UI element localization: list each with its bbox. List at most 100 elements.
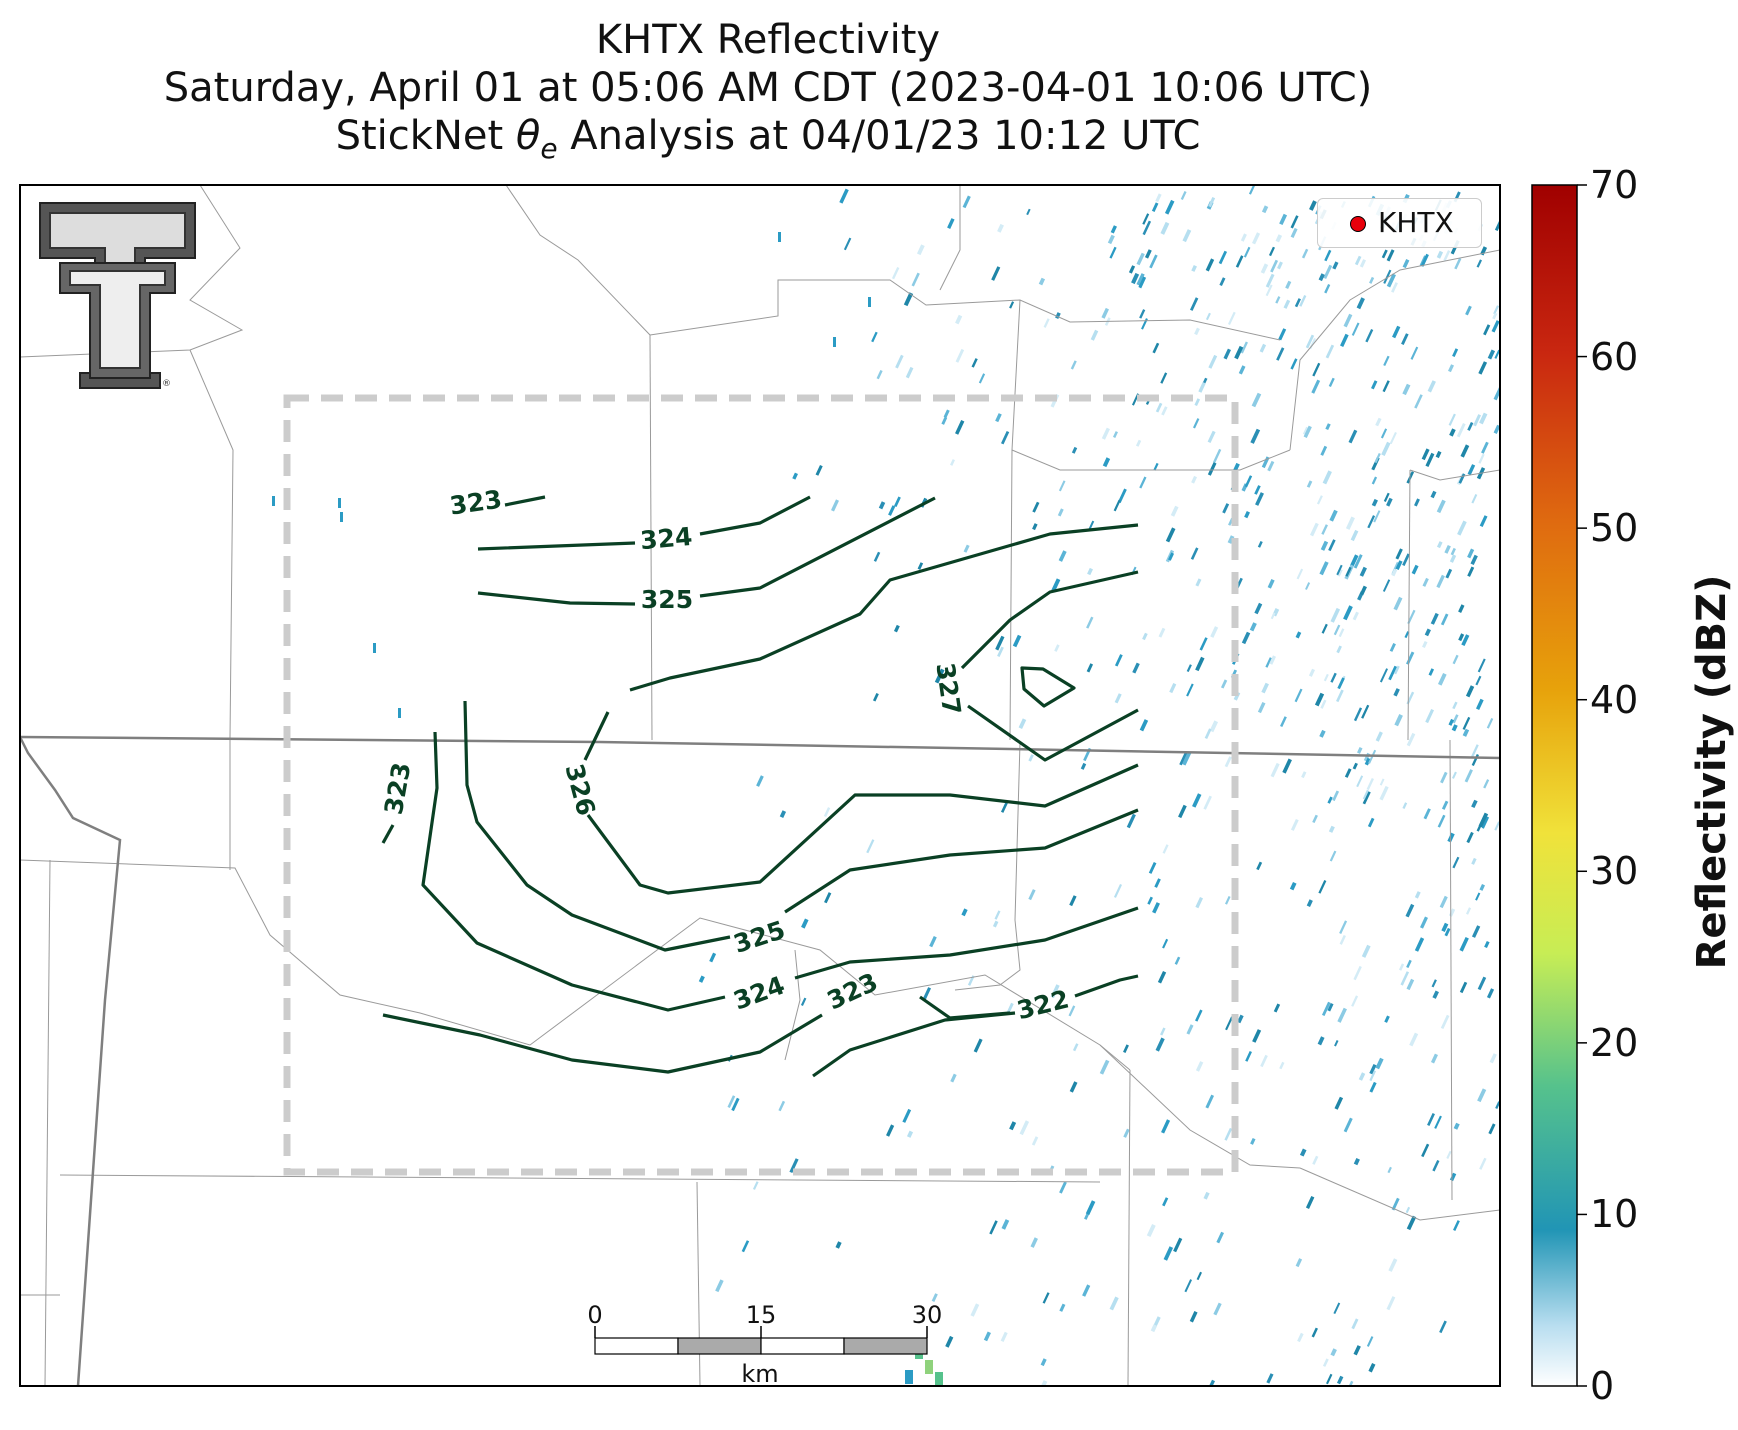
radar-echo (1479, 1157, 1487, 1170)
radar-echo (1325, 423, 1331, 431)
radar-echo (1467, 548, 1475, 559)
radar-echo (967, 975, 975, 986)
radar-echo (1203, 1191, 1210, 1200)
radar-echo (1459, 981, 1468, 994)
radar-echo (1071, 446, 1078, 454)
radar-echo (1427, 1113, 1435, 1126)
radar-echo (1195, 897, 1203, 909)
radar-echo (1401, 333, 1409, 346)
radar-echo (1261, 205, 1269, 214)
radar-echo (715, 1279, 724, 1293)
radar-echo (1386, 497, 1393, 507)
registered-mark: ® (162, 379, 171, 389)
radar-echo (1353, 554, 1363, 569)
radar-echo (1250, 428, 1261, 444)
radar-echo (1338, 628, 1345, 638)
radar-echo (1353, 1345, 1361, 1356)
radar-echo (1381, 441, 1391, 457)
contour-label: 322 (1014, 984, 1072, 1025)
radar-echo (1441, 800, 1449, 810)
radar-echo (1321, 623, 1328, 634)
radar-echo (1059, 1181, 1067, 1194)
radar-echo (1205, 258, 1215, 272)
county-line (1299, 1167, 1500, 1221)
radar-echo (1043, 318, 1050, 328)
radar-echo (1042, 1292, 1050, 1304)
radar-echo (1402, 553, 1410, 567)
radar-echo (1352, 762, 1358, 770)
radar-echo (1012, 634, 1022, 648)
radar-echo (906, 1130, 914, 1138)
radar-echo (1420, 253, 1429, 267)
radar-echo (1393, 688, 1400, 697)
radar-echo (1436, 541, 1443, 549)
radar-echo (1314, 692, 1325, 707)
radar-echo (1128, 265, 1136, 274)
radar-echo (1278, 328, 1287, 341)
radar-echo (1238, 365, 1246, 375)
radar-echo (1205, 1094, 1215, 1109)
radar-echo (340, 512, 343, 522)
radar-echo (1379, 778, 1385, 786)
radar-echo (1353, 707, 1363, 722)
radar-echo (1192, 793, 1202, 808)
radar-echoes (272, 185, 1500, 1386)
radar-echo (1452, 714, 1459, 724)
radar-echo (1107, 234, 1115, 245)
contour-line-327-ring (1020, 666, 1076, 708)
colorbar-tick-label: 70 (1590, 163, 1639, 207)
radar-echo (1411, 564, 1419, 575)
radar-echo (1308, 668, 1316, 677)
radar-echo (1461, 634, 1470, 647)
colorbar-gradient (1531, 184, 1578, 1387)
radar-echo (1241, 631, 1251, 645)
radar-echo (1208, 354, 1218, 369)
radar-echo (929, 936, 937, 948)
radar-echo (1440, 1014, 1450, 1030)
radar-echo (1421, 1143, 1430, 1158)
radar-echo (1369, 1081, 1377, 1093)
contour-line-326 (583, 523, 1139, 895)
radar-echo (1478, 812, 1489, 828)
radar-echo (1279, 213, 1288, 226)
radar-echo (1163, 1246, 1174, 1261)
radar-echo (1218, 250, 1228, 265)
radar-echo (894, 496, 901, 507)
radar-echo (1234, 345, 1244, 360)
radar-echo (1080, 762, 1087, 770)
radar-echo (1465, 907, 1472, 915)
radar-echo (1152, 342, 1160, 354)
radar-echo (916, 244, 925, 256)
contour-label: 323 (448, 485, 504, 521)
radar-echo (1032, 523, 1038, 531)
contour-line-323-west (381, 824, 395, 844)
radar-echo (1392, 325, 1401, 339)
radar-echo (1195, 656, 1205, 672)
radar-echo (1321, 1001, 1331, 1017)
radar-echo (1320, 699, 1327, 709)
radar-echo (1280, 716, 1287, 728)
radar-echo (1245, 1051, 1252, 1062)
radar-echo (1435, 450, 1442, 459)
radar-echo (1142, 220, 1152, 236)
radar-echo (1356, 775, 1364, 788)
radar-echo (741, 1240, 750, 1253)
radar-echo (1351, 995, 1359, 1007)
radar-echo (1398, 963, 1405, 971)
radar-echo (934, 668, 945, 684)
county-line (1289, 249, 1500, 451)
radar-echo (941, 416, 948, 425)
radar-echo (1430, 1053, 1438, 1064)
radar-echo (1358, 1072, 1366, 1081)
radar-echo (1311, 1327, 1318, 1338)
radar-echo (1394, 714, 1403, 727)
radar-echo (1369, 276, 1375, 284)
radar-echo (1289, 882, 1297, 891)
radar-echo (1375, 731, 1383, 742)
radar-echo (1151, 202, 1159, 212)
radar-echo (1316, 495, 1323, 505)
county-line (1099, 1044, 1131, 1071)
radar-echo (1380, 428, 1388, 439)
legend: KHTX (1317, 198, 1482, 248)
radar-echo (902, 1108, 912, 1123)
